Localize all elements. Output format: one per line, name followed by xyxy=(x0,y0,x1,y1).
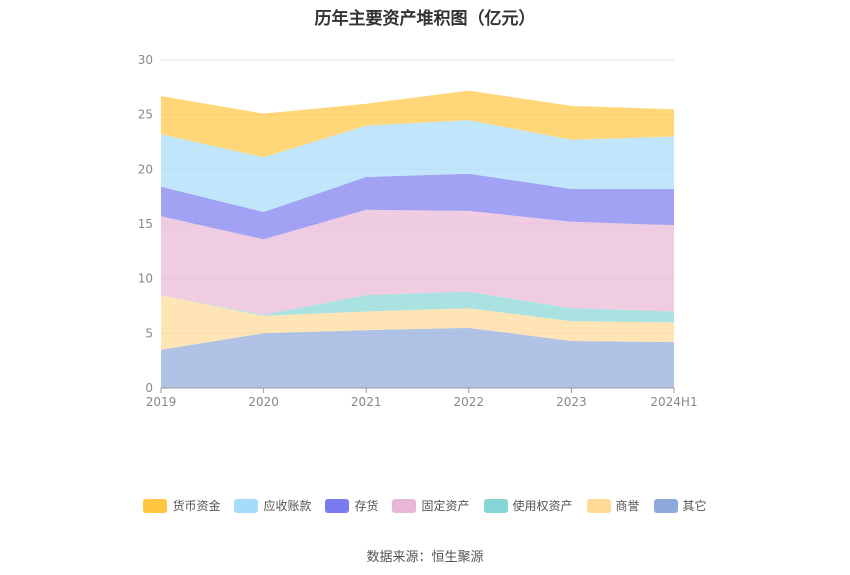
legend-item[interactable]: 存货 xyxy=(325,497,378,514)
y-tick-label: 25 xyxy=(138,108,153,122)
area-series-应收账款 xyxy=(161,120,674,212)
x-tick-label: 2023 xyxy=(556,395,587,409)
legend-swatch xyxy=(143,498,168,513)
x-tick-label: 2021 xyxy=(351,395,382,409)
legend-label: 其它 xyxy=(682,499,707,513)
legend-swatch xyxy=(234,498,259,513)
legend-label: 商誉 xyxy=(615,499,640,513)
legend-item[interactable]: 使用权资产 xyxy=(483,497,573,514)
y-tick-label: 0 xyxy=(145,381,153,395)
area-series-货币资金 xyxy=(161,90,674,158)
x-tick-label: 2022 xyxy=(454,395,485,409)
legend-label: 固定资产 xyxy=(421,499,470,513)
legend-item[interactable]: 货币资金 xyxy=(143,497,220,514)
legend-label: 存货 xyxy=(354,499,379,513)
x-tick-label: 2019 xyxy=(146,395,177,409)
legend-item[interactable]: 其它 xyxy=(653,497,707,514)
y-tick-label: 10 xyxy=(138,272,153,286)
legend-swatch xyxy=(325,498,350,513)
legend-item[interactable]: 应收账款 xyxy=(234,497,311,514)
area-series-存货 xyxy=(161,173,674,240)
stacked-area-chart: 0 5 10 15 20 25 30 2019 2020 2021 2022 2023 2024H1 xyxy=(138,53,698,409)
x-tick-label: 2024H1 xyxy=(650,395,697,409)
y-tick-label: 5 xyxy=(145,326,153,340)
area-series-其它 xyxy=(161,327,674,388)
area-series-固定资产 xyxy=(161,209,674,315)
y-tick-label: 15 xyxy=(138,217,153,231)
legend-item[interactable]: 固定资产 xyxy=(392,497,470,514)
legend-item[interactable]: 商誉 xyxy=(586,497,640,514)
x-tick-label: 2020 xyxy=(248,395,279,409)
chart-title: 历年主要资产堆积图（亿元） xyxy=(314,9,536,29)
legend-swatch xyxy=(392,498,417,513)
legend-swatch xyxy=(586,498,611,513)
y-tick-label: 30 xyxy=(138,53,153,67)
legend-label: 货币资金 xyxy=(172,499,221,513)
area-series-商誉 xyxy=(161,295,674,350)
y-tick-label: 20 xyxy=(138,162,153,176)
legend-label: 使用权资产 xyxy=(512,499,573,513)
legend-swatch xyxy=(483,498,508,513)
legend-swatch xyxy=(653,498,678,513)
axes: 0 5 10 15 20 25 30 2019 2020 2021 2022 2023 2024H1 xyxy=(138,53,698,409)
chart-legend: 货币资金 应收账款 存货 固定资产 使用权资产 商誉 其它 xyxy=(0,497,850,514)
area-series-使用权资产 xyxy=(161,291,674,323)
legend-label: 应收账款 xyxy=(263,499,312,513)
data-source-note: 数据来源：恒生聚源 xyxy=(366,550,484,565)
area-series xyxy=(161,90,674,388)
